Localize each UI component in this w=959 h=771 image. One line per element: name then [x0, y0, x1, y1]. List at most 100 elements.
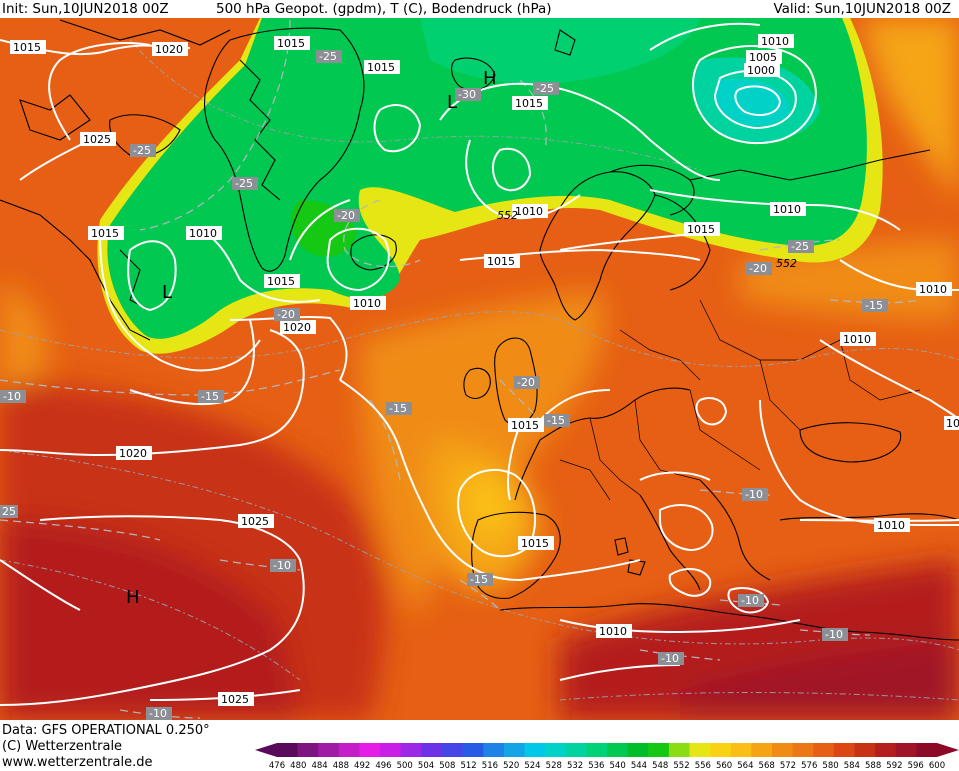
isotherm-label: -25 — [133, 144, 151, 157]
legend-tick-label: 500 — [397, 761, 413, 770]
legend-tick-label: 556 — [695, 761, 711, 770]
isotherm-label: 25 — [2, 505, 16, 518]
legend-swatch — [668, 743, 690, 757]
legend-swatch — [400, 743, 422, 757]
legend-swatch — [359, 743, 381, 757]
isotherm-label: -25 — [319, 50, 337, 63]
website-url: www.wetterzentrale.de — [2, 755, 153, 770]
legend-tick-label: 592 — [886, 761, 902, 770]
data-source: Data: GFS OPERATIONAL 0.250° — [2, 723, 210, 738]
legend-tick-label: 588 — [865, 761, 881, 770]
legend-swatch — [648, 743, 670, 757]
isotherm-label: -15 — [201, 390, 219, 403]
legend-swatch — [813, 743, 835, 757]
legend-tick-label: 568 — [759, 761, 775, 770]
valid-time: Valid: Sun,10JUN2018 00Z — [773, 1, 951, 17]
geopotential-color-field — [0, 18, 959, 720]
isotherm-label: -15 — [547, 414, 565, 427]
isobar-label: 1010 — [761, 35, 789, 48]
legend-swatch — [833, 743, 855, 757]
geopotential-labels: 552 552 — [497, 209, 797, 270]
legend-swatch — [565, 743, 587, 757]
legend-tick-label: 520 — [503, 761, 519, 770]
legend-swatch — [421, 743, 443, 757]
pressure-centers: H L L H — [126, 68, 497, 608]
legend-tick-label: 504 — [418, 761, 434, 770]
isobar-label: 1015 — [13, 41, 41, 54]
legend-tick-label: 572 — [780, 761, 796, 770]
isobar-label: 1015 — [487, 255, 515, 268]
legend-swatch — [277, 743, 299, 757]
isobar-label: 1015 — [91, 227, 119, 240]
map-title: 500 hPa Geopot. (gpdm), T (C), Bodendruc… — [216, 1, 552, 17]
legend-swatch — [503, 743, 525, 757]
legend-swatch — [792, 743, 814, 757]
isobar-label: 1020 — [119, 447, 147, 460]
legend-tick-label: 496 — [375, 761, 391, 770]
isobar-label: 1020 — [155, 43, 183, 56]
isotherm-labels: -25 -25 -25 -30 -25 -20 -20 -25 -20 -15 … — [0, 50, 888, 720]
isotherm-label: -10 — [149, 707, 167, 720]
isobar-label: 1015 — [367, 61, 395, 74]
isotherm-label: -20 — [517, 376, 535, 389]
legend-tick-label: 488 — [333, 761, 349, 770]
legend-tick-label: 580 — [822, 761, 838, 770]
isobar-label: 10 — [946, 417, 959, 430]
legend-tick-label: 548 — [652, 761, 668, 770]
isobar-label: 1005 — [749, 51, 777, 64]
legend-tick-label: 484 — [311, 761, 327, 770]
legend-tick-label: 480 — [290, 761, 306, 770]
legend-swatch — [586, 743, 608, 757]
legend-swatch — [338, 743, 360, 757]
legend-arrow-right — [937, 743, 959, 757]
isobar-label: 1000 — [747, 64, 775, 77]
legend-swatch — [524, 743, 546, 757]
isobar-label: 1010 — [353, 297, 381, 310]
legend-tick-label: 560 — [716, 761, 732, 770]
geopotential-label: 552 — [776, 257, 797, 270]
legend-tick-label: 524 — [524, 761, 540, 770]
init-time: Init: Sun,10JUN2018 00Z — [2, 1, 169, 17]
legend-swatch — [689, 743, 711, 757]
legend-swatch — [545, 743, 567, 757]
isotherm-label: -10 — [273, 559, 291, 572]
legend-swatch — [442, 743, 464, 757]
legend-tick-label: 584 — [844, 761, 860, 770]
isobar-label: 1015 — [687, 223, 715, 236]
legend-tick-label: 576 — [801, 761, 817, 770]
legend-tick-label: 508 — [439, 761, 455, 770]
legend-swatch — [318, 743, 340, 757]
legend-tick-label: 552 — [673, 761, 689, 770]
legend-swatch — [483, 743, 505, 757]
legend-tick-label: 544 — [631, 761, 647, 770]
map-header: Init: Sun,10JUN2018 00Z 500 hPa Geopot. … — [0, 0, 959, 18]
legend-tick-label: 528 — [546, 761, 562, 770]
isotherm-label: -20 — [337, 209, 355, 222]
isobar-label: 1010 — [189, 227, 217, 240]
isobar-label: 1010 — [919, 283, 947, 296]
isotherm-label: -15 — [470, 573, 488, 586]
isobar-label: 1025 — [83, 133, 111, 146]
legend-swatch — [380, 743, 402, 757]
isotherm-label: -25 — [791, 240, 809, 253]
legend-swatch — [607, 743, 629, 757]
legend-tick-label: 476 — [269, 761, 285, 770]
low-pressure-marker: L — [447, 92, 457, 113]
isobar-label: 1010 — [599, 625, 627, 638]
legend-swatch — [916, 743, 938, 757]
geopotential-label: 552 — [497, 209, 518, 222]
isotherm-label: -10 — [3, 390, 21, 403]
isobar-label: 1015 — [515, 97, 543, 110]
color-legend: 476 480 484 488 492 496 500 504 508 512 516 520 524 5… — [255, 743, 959, 770]
legend-swatch — [751, 743, 773, 757]
isotherm-label: -15 — [865, 299, 883, 312]
legend-swatch — [854, 743, 876, 757]
legend-swatch — [627, 743, 649, 757]
legend-tick-label: 600 — [929, 761, 945, 770]
legend-tick-label: 492 — [354, 761, 370, 770]
legend-arrow-left — [255, 743, 277, 757]
weather-map: 1015 1020 1015 1015 1025 1015 1010 1010 … — [0, 18, 959, 720]
legend-swatch — [895, 743, 917, 757]
isotherm-label: -15 — [389, 402, 407, 415]
isobar-labels: 1015 1020 1015 1015 1025 1015 1010 1010 … — [10, 34, 959, 706]
